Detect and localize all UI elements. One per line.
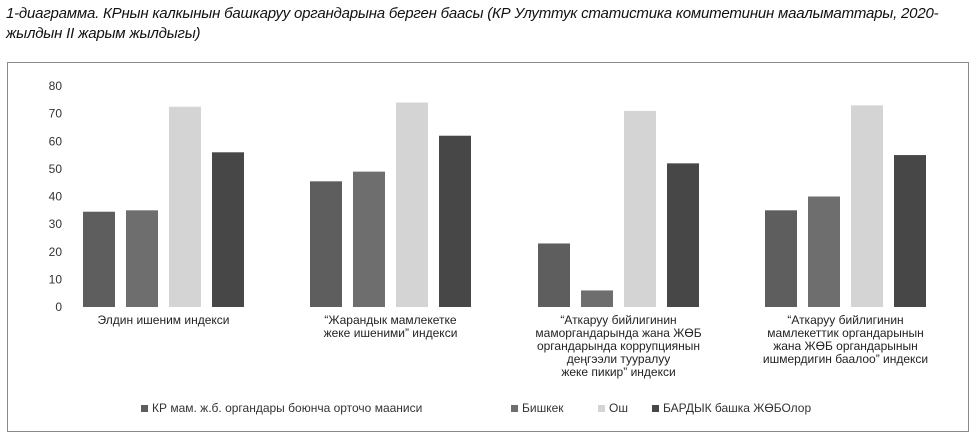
category-label: ишмердигин баалоо” индекси — [763, 352, 928, 366]
y-tick-label: 50 — [49, 162, 63, 176]
category-label: маморгандарында жана ЖӨБ — [535, 326, 701, 340]
bar — [851, 105, 883, 308]
bar — [353, 171, 385, 307]
bar — [808, 196, 840, 307]
category-label: мамлекеттик органдарынын — [767, 326, 923, 340]
legend-label: Ош — [609, 401, 628, 415]
bar — [310, 181, 342, 307]
bar — [538, 243, 570, 307]
category-label: деңгээли тууралуу — [567, 352, 671, 366]
bar — [667, 163, 699, 307]
category-label: жеке пикир” индекси — [561, 365, 675, 379]
y-tick-label: 0 — [55, 300, 62, 314]
y-tick-label: 70 — [49, 107, 63, 121]
bar — [83, 211, 115, 307]
bars — [83, 102, 926, 308]
legend-swatch — [598, 405, 605, 412]
y-tick-label: 80 — [49, 79, 63, 93]
legend: КР мам. ж.б. органдары боюнча орточо маа… — [141, 401, 811, 415]
category-label: органдарында коррупциянын — [537, 339, 700, 353]
chart-frame — [7, 62, 969, 432]
bar — [169, 106, 201, 307]
bar — [439, 135, 471, 307]
category-label: жеке ишеними” индекси — [324, 326, 458, 340]
legend-label: КР мам. ж.б. органдары боюнча орточо маа… — [152, 401, 422, 415]
bar — [624, 110, 656, 307]
legend-swatch — [141, 405, 148, 412]
category-labels: Элдин ишеним индекси “Жарандык мамлекетке… — [98, 313, 929, 379]
category-label: “Жарандык мамлекетке — [324, 313, 456, 327]
category-label: жана ЖӨБ органдарынын — [773, 339, 918, 353]
category-label: Элдин ишеним индекси — [98, 313, 230, 327]
chart-caption: 1-диаграмма. КРнын калкынын башкаруу орг… — [6, 5, 939, 42]
y-tick-label: 60 — [49, 134, 63, 148]
legend-label: БАРДЫК башка ЖӨБОлор — [663, 401, 811, 415]
bar — [765, 210, 797, 307]
y-tick-label: 10 — [49, 272, 63, 286]
bar — [396, 102, 428, 307]
bar — [212, 152, 244, 307]
bar — [126, 210, 158, 307]
category-label: “Аткаруу бийлигинин — [787, 313, 903, 327]
y-tick-label: 20 — [49, 245, 63, 259]
category-label: “Аткаруу бийлигинин — [560, 313, 676, 327]
y-axis-ticks: 0 10 20 30 40 50 60 70 80 — [49, 79, 63, 314]
legend-swatch — [511, 405, 518, 412]
bar — [894, 155, 926, 307]
legend-label: Бишкек — [522, 401, 564, 415]
y-tick-label: 30 — [49, 217, 63, 231]
legend-swatch — [652, 405, 659, 412]
y-tick-label: 40 — [49, 190, 63, 204]
bar — [581, 290, 613, 307]
